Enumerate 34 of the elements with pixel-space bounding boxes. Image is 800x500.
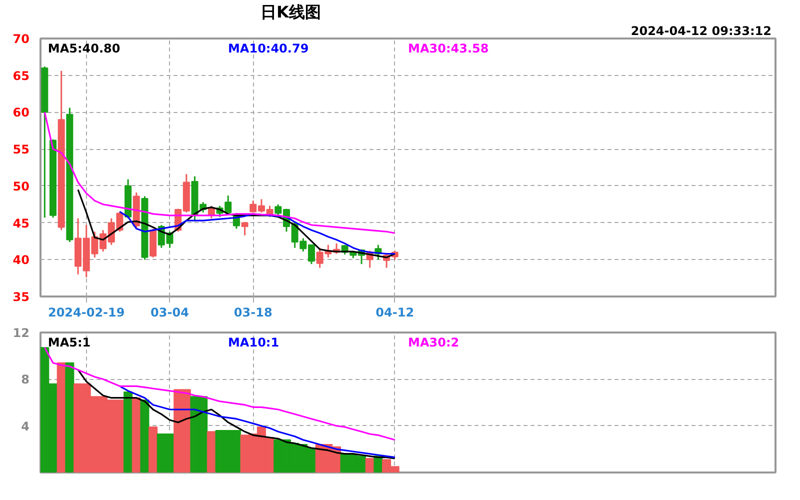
y-tick-label: 60 xyxy=(12,106,30,120)
y-tick-label: 4 xyxy=(21,419,30,434)
bar xyxy=(65,362,74,472)
chart-title: 日K线图 xyxy=(260,2,321,22)
text: MA30:2 xyxy=(408,336,460,350)
text: MA10:40.79 xyxy=(228,42,309,56)
y-tick-label: 40 xyxy=(12,253,30,268)
line-series xyxy=(44,111,396,234)
line-series xyxy=(118,385,396,458)
text: 2024-04-12 09:33:12 xyxy=(630,24,772,38)
bar xyxy=(206,431,216,472)
x-tick-label: 04-12 xyxy=(376,306,414,320)
x-tick-label: 03-04 xyxy=(150,306,189,320)
y-tick-label: 65 xyxy=(12,68,30,83)
y-tick-label: 45 xyxy=(12,216,30,230)
y-tick-label: 35 xyxy=(12,290,30,304)
candlestick xyxy=(241,221,248,236)
series-label: MA5:1 xyxy=(48,336,91,350)
y-tick-label: 70 xyxy=(12,32,30,46)
text: MA30:43.58 xyxy=(408,42,489,56)
y-tick-label: 50 xyxy=(12,179,30,194)
x-tick-label: 2024-02-19 xyxy=(48,306,125,320)
line-series xyxy=(77,369,396,460)
text: MA10:1 xyxy=(228,336,280,350)
bar xyxy=(140,400,150,472)
y-tick-label: 55 xyxy=(12,142,30,157)
bar xyxy=(365,458,374,472)
text: MA5:40.80 xyxy=(48,42,120,56)
x-tick-label: 03-18 xyxy=(234,306,272,320)
bar xyxy=(148,426,158,472)
line-series xyxy=(44,346,396,441)
y-tick-label: 12 xyxy=(12,326,30,340)
bar xyxy=(124,392,133,472)
y-tick-label: 8 xyxy=(21,372,30,387)
